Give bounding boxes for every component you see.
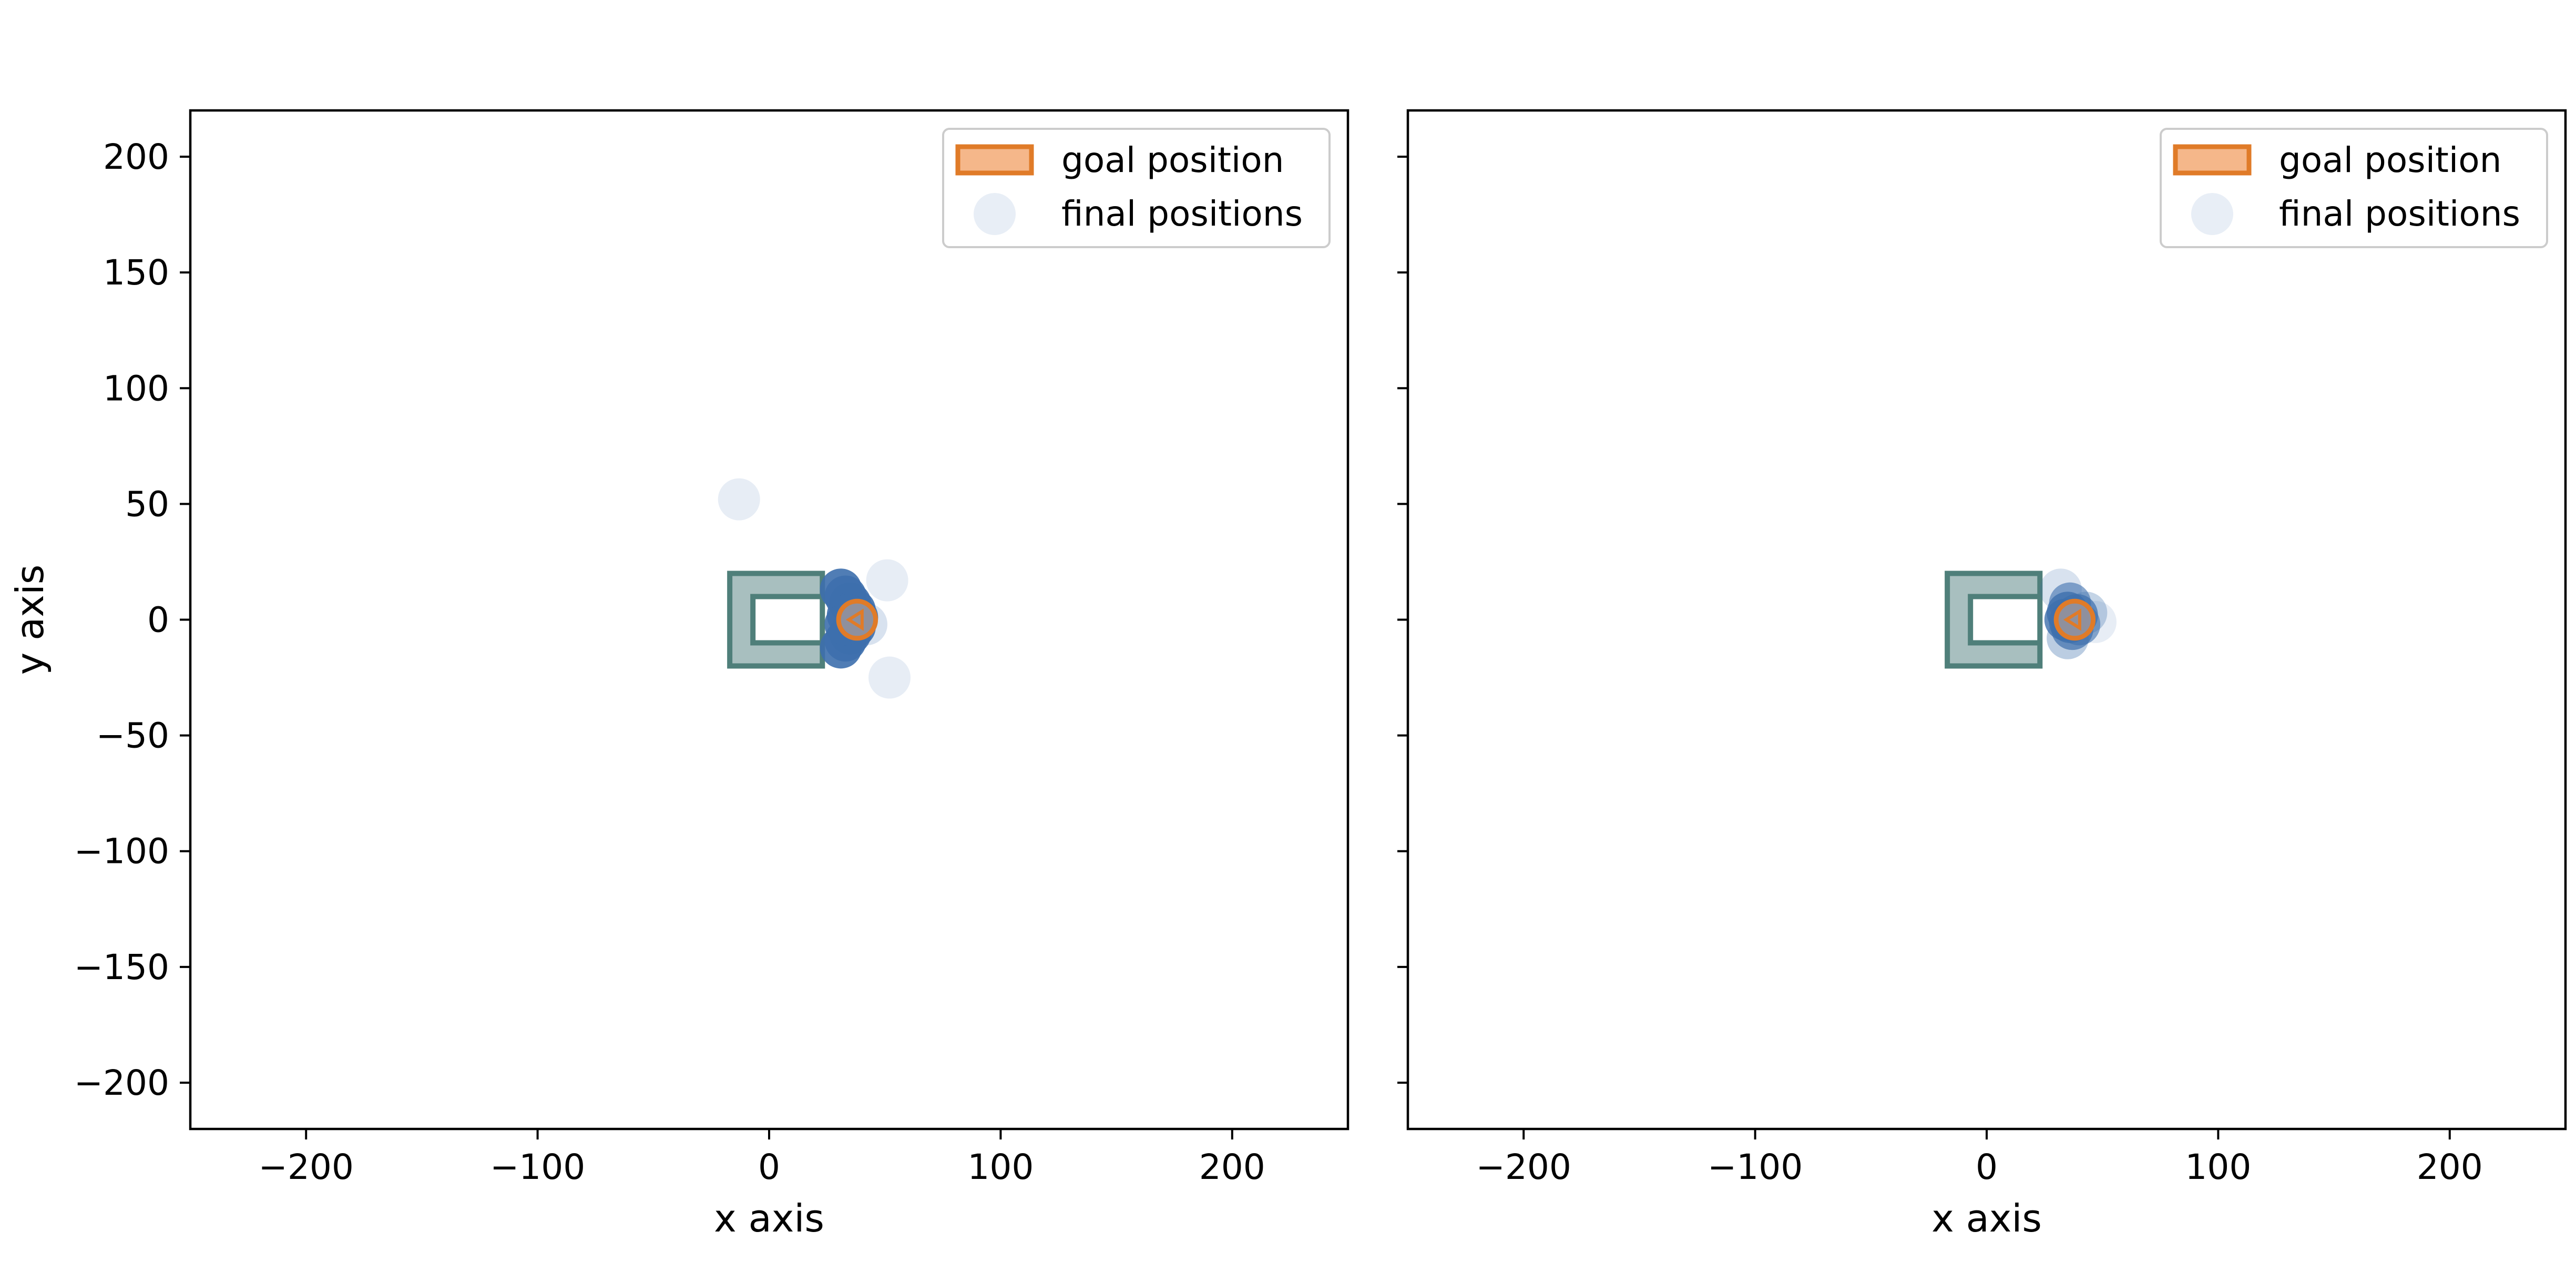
- goal-position-marker: [836, 598, 878, 641]
- obstacle-gripper: [727, 571, 825, 669]
- x-tick-label: 0: [758, 1147, 780, 1187]
- axes-frame: [189, 109, 1350, 1131]
- panel-right: −200 −100 0 100 200 x axis goal position final …: [1397, 109, 2567, 1240]
- legend-box: [2160, 128, 2548, 248]
- x-tick-label: −200: [1476, 1147, 1571, 1187]
- plot-area: [718, 478, 911, 699]
- final-position-point: [868, 656, 911, 699]
- legend-box: [942, 128, 1331, 248]
- legend-label: goal position: [2279, 140, 2501, 180]
- plot-area: [1945, 568, 2117, 669]
- legend-final-swatch: [2191, 193, 2233, 235]
- x-tick-label: 200: [2417, 1147, 2483, 1187]
- final-position-point: [866, 559, 908, 602]
- final-position-point: [718, 478, 760, 521]
- x-tick-label: 100: [2185, 1147, 2251, 1187]
- legend-goal-swatch: [2173, 144, 2252, 176]
- legend-final-swatch: [974, 193, 1016, 235]
- y-tick-label: 100: [103, 368, 169, 409]
- x-tick-label: −100: [490, 1147, 585, 1187]
- x-tick-label: 100: [967, 1147, 1034, 1187]
- x-tick-label: −200: [259, 1147, 354, 1187]
- goal-orientation-arrow: [2063, 608, 2081, 631]
- x-axis-label: x axis: [714, 1196, 824, 1240]
- y-tick-label: 50: [125, 484, 169, 524]
- y-tick-label: −100: [74, 831, 169, 872]
- y-tick-label: 0: [147, 600, 169, 640]
- x-tick-label: 200: [1199, 1147, 1265, 1187]
- y-tick-label: −200: [74, 1063, 169, 1103]
- legend-label: final positions: [2279, 194, 2520, 234]
- y-tick-label: 150: [103, 252, 169, 293]
- y-tick-label: 200: [103, 137, 169, 177]
- goal-position-marker: [2053, 598, 2096, 641]
- panel-left: −200 −100 0 100 200 200 150 100 50 0 −50 −100 −150 −2…: [8, 109, 1350, 1240]
- y-tick-label: −50: [96, 716, 169, 756]
- legend: goal position final positions: [942, 128, 1331, 248]
- x-axis-label: x axis: [1931, 1196, 2042, 1240]
- axes-frame: [1406, 109, 2567, 1131]
- legend-label: final positions: [1061, 194, 1303, 234]
- x-tick-label: −100: [1708, 1147, 1803, 1187]
- legend: goal position final positions: [2160, 128, 2548, 248]
- y-axis-label: y axis: [8, 565, 52, 675]
- goal-orientation-arrow: [845, 608, 864, 631]
- legend-label: goal position: [1061, 140, 1284, 180]
- x-tick-label: 0: [1976, 1147, 1998, 1187]
- legend-goal-swatch: [955, 144, 1034, 176]
- obstacle-gripper: [1945, 571, 2043, 669]
- y-tick-label: −150: [74, 947, 169, 988]
